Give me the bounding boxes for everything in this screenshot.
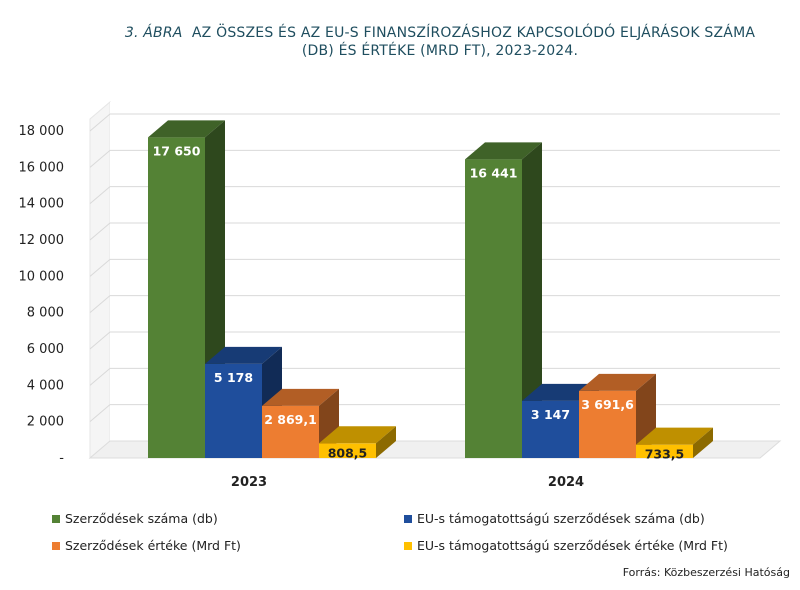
legend-label-2: EU-s támogatottságú szerződések száma (d…	[417, 511, 705, 526]
bar-front	[205, 363, 262, 458]
bar-front	[636, 444, 693, 458]
gridline	[89, 295, 780, 314]
chart-title: 3. ÁBRA AZ ÖSSZES ÉS AZ EU-S FINANSZÍROZ…	[95, 24, 785, 60]
source-note: Forrás: Közbeszerzési Hatóság	[622, 566, 790, 579]
title-text: AZ ÖSSZES ÉS AZ EU-S FINANSZÍROZÁSHOZ KA…	[191, 25, 756, 41]
y-tick-label: 12 000	[19, 233, 65, 248]
data-label: 17 650	[153, 143, 201, 158]
legend-swatch-4	[404, 541, 412, 550]
gridline	[89, 149, 780, 168]
y-tick-label: -	[59, 451, 64, 466]
bar-top	[465, 142, 542, 160]
bar-top	[148, 120, 225, 138]
title-line-2: (DB) ÉS ÉRTÉKE (MRD FT), 2023-2024.	[301, 43, 579, 59]
data-label: 2 869,1	[264, 412, 317, 427]
y-tick-label: 18 000	[19, 124, 65, 139]
bar-top	[262, 388, 339, 406]
y-tick-label: 2 000	[27, 415, 64, 430]
y-tick-label: 4 000	[27, 378, 64, 393]
legend-swatch-3	[52, 541, 60, 550]
bar-top	[579, 373, 656, 391]
legend-item-3: Szerződések értéke (Mrd Ft)	[52, 538, 241, 553]
legend-swatch-2	[404, 514, 412, 523]
bar-top	[319, 426, 396, 444]
bar-front	[579, 390, 636, 458]
bar-front	[465, 159, 522, 458]
legend-label-4: EU-s támogatottságú szerződések értéke (…	[417, 538, 728, 553]
bar-top	[205, 346, 282, 364]
legend-item-1: Szerződések száma (db)	[52, 511, 218, 526]
data-label: 808,5	[328, 445, 368, 460]
gridline	[89, 186, 780, 205]
bar-side	[522, 142, 542, 458]
data-label: 5 178	[214, 370, 253, 385]
legend-label-3: Szerződések értéke (Mrd Ft)	[65, 538, 241, 553]
bar-front	[262, 405, 319, 458]
data-label: 3 147	[531, 407, 570, 422]
y-tick-label: 8 000	[27, 306, 64, 321]
y-tick-label: 16 000	[19, 160, 65, 175]
bar-front	[148, 137, 205, 458]
data-label: 16 441	[470, 165, 518, 180]
bar-top	[636, 427, 713, 445]
x-category-label: 2023	[231, 475, 267, 490]
gridline	[89, 113, 780, 132]
bar-side	[693, 427, 713, 458]
legend-swatch-1	[52, 514, 60, 523]
data-label: 3 691,6	[581, 397, 634, 412]
figure-number: 3. ÁBRA	[124, 25, 183, 41]
data-label: 733,5	[645, 447, 685, 462]
y-tick-label: 10 000	[19, 269, 65, 284]
legend-item-2: EU-s támogatottságú szerződések száma (d…	[404, 511, 705, 526]
legend-item-4: EU-s támogatottságú szerződések értéke (…	[404, 538, 728, 553]
gridline	[89, 222, 780, 241]
title-line-1: 3. ÁBRA AZ ÖSSZES ÉS AZ EU-S FINANSZÍROZ…	[95, 24, 785, 42]
x-category-label: 2024	[548, 475, 584, 490]
bar-side	[376, 426, 396, 458]
legend-label-1: Szerződések száma (db)	[65, 511, 218, 526]
y-tick-label: 6 000	[27, 342, 64, 357]
bar-front	[522, 400, 579, 458]
gridline	[89, 367, 780, 386]
gridline	[89, 331, 780, 350]
y-tick-label: 14 000	[19, 197, 65, 212]
bar-front	[319, 443, 376, 458]
gridline	[89, 258, 780, 277]
side-wall	[89, 100, 111, 460]
